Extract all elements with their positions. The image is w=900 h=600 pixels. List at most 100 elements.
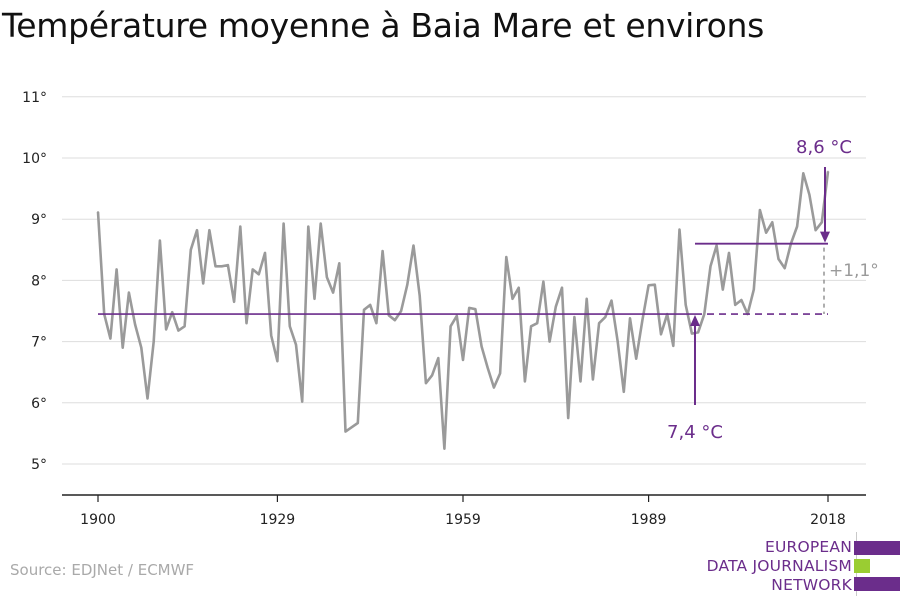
data-point-1974 (554, 305, 557, 308)
data-point-1983 (610, 299, 613, 302)
data-point-1946 (381, 250, 384, 252)
data-point-1969 (524, 380, 526, 383)
data-point-1936 (319, 222, 322, 225)
data-point-1923 (239, 225, 242, 228)
data-point-1942 (357, 422, 359, 424)
data-point-1979 (585, 297, 588, 300)
reference-label: 7,4 °C (667, 422, 723, 443)
x-axis (62, 494, 866, 502)
x-tick-label-1929: 1929 (260, 512, 296, 528)
annotations: +1,1° 7,4 °C 8,6 °C (98, 137, 879, 443)
data-point-1911 (165, 328, 167, 331)
data-point-1975 (561, 286, 563, 289)
data-point-2001 (722, 288, 724, 291)
data-point-1932 (295, 343, 297, 346)
logo-bar-green (854, 559, 870, 573)
data-point-1962 (480, 345, 483, 348)
data-point-1956 (443, 447, 446, 450)
data-point-1931 (288, 325, 291, 328)
data-point-1991 (660, 333, 662, 336)
reference-arrow-head (689, 315, 700, 327)
logo-bar-purple-bottom (854, 577, 900, 591)
data-point-1919 (214, 265, 217, 268)
data-point-1945 (375, 322, 378, 325)
data-point-2014 (802, 172, 805, 175)
data-point-1920 (220, 265, 223, 268)
data-point-1938 (332, 291, 334, 294)
data-point-1939 (338, 262, 341, 265)
data-point-1978 (579, 380, 582, 383)
data-point-1941 (350, 426, 353, 429)
y-tick-label-9: 9° (31, 212, 47, 228)
data-point-1909 (152, 340, 155, 343)
data-point-1948 (394, 319, 396, 321)
y-tick-label-11: 11° (22, 90, 47, 106)
data-point-2002 (728, 252, 730, 254)
data-point-1964 (493, 386, 495, 389)
data-point-1915 (189, 249, 192, 251)
data-point-1966 (505, 256, 508, 258)
y-axis-tick-labels: 5° 6° 7° 8° 9° 10° 11° (22, 90, 47, 473)
data-point-1980 (592, 378, 594, 381)
data-point-1908 (146, 397, 149, 400)
data-point-1902 (109, 337, 112, 340)
x-tick-label-2018: 2018 (810, 512, 846, 528)
x-axis-tick-labels: 1900 1929 1959 1989 2018 (80, 512, 846, 528)
data-point-1917 (202, 282, 204, 285)
data-point-1900 (97, 211, 99, 213)
data-point-2007 (759, 209, 761, 211)
y-tick-label-10: 10° (22, 151, 47, 167)
data-point-1926 (258, 273, 260, 276)
data-point-2009 (771, 221, 774, 224)
data-point-1922 (233, 301, 235, 303)
data-point-1970 (530, 325, 532, 328)
data-point-1930 (282, 222, 285, 225)
data-point-1961 (474, 308, 477, 310)
data-point-1944 (369, 304, 372, 306)
y-tick-label-8: 8° (31, 273, 47, 289)
data-point-1960 (468, 307, 470, 309)
data-point-1921 (227, 264, 229, 266)
data-point-1918 (208, 229, 211, 232)
data-point-2018 (827, 170, 829, 173)
y-tick-label-6: 6° (31, 396, 47, 412)
data-point-1947 (387, 314, 390, 317)
data-point-1910 (159, 239, 161, 242)
data-point-1907 (140, 346, 143, 349)
data-point-1965 (499, 372, 501, 375)
recent-arrow-head (820, 231, 830, 243)
data-point-1971 (536, 322, 539, 325)
difference-label: +1,1° (829, 261, 879, 281)
data-point-1973 (548, 340, 551, 343)
data-point-1950 (406, 283, 409, 286)
chart-title: Température moyenne à Baia Mare et envir… (2, 6, 764, 45)
data-point-1955 (437, 357, 440, 359)
data-point-1927 (264, 252, 266, 254)
x-tick-label-1989: 1989 (631, 512, 667, 528)
data-point-1928 (270, 334, 273, 337)
data-point-2013 (796, 225, 798, 228)
data-point-1985 (623, 390, 625, 393)
data-point-2000 (715, 244, 718, 247)
data-point-1937 (326, 276, 328, 279)
data-point-1995 (684, 304, 687, 306)
data-point-1906 (134, 323, 136, 326)
data-point-1914 (183, 325, 186, 328)
data-point-1952 (418, 294, 421, 297)
data-point-1953 (425, 382, 427, 385)
data-point-1984 (616, 340, 619, 343)
logo-line-european: EUROPEAN (764, 538, 852, 556)
recent-label: 8,6 °C (796, 137, 852, 158)
logo-line-data-journalism: DATA JOURNALISM (706, 557, 852, 575)
data-point-1993 (672, 345, 675, 347)
data-point-1934 (307, 225, 310, 228)
data-point-1972 (542, 280, 545, 283)
data-point-1959 (462, 359, 464, 361)
data-point-1987 (635, 357, 638, 360)
data-point-2006 (752, 288, 755, 291)
logo-line-network: NETWORK (771, 576, 852, 594)
data-point-2010 (777, 258, 780, 260)
data-point-1967 (511, 297, 514, 300)
data-point-1940 (344, 430, 347, 433)
